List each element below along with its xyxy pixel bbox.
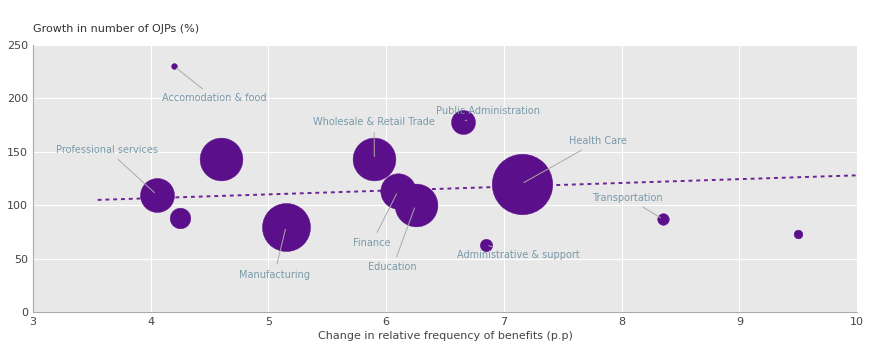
Point	[279, 224, 293, 229]
Point	[408, 203, 422, 208]
Point	[479, 242, 493, 247]
Text: Professional services: Professional services	[57, 145, 159, 193]
Text: Administrative & support: Administrative & support	[456, 246, 579, 260]
Point	[167, 64, 181, 69]
Text: Growth in number of OJPs (%): Growth in number of OJPs (%)	[33, 24, 199, 34]
Text: Wholesale & Retail Trade: Wholesale & Retail Trade	[314, 117, 435, 157]
Text: Transportation: Transportation	[592, 193, 663, 218]
Point	[150, 192, 164, 197]
Point	[173, 215, 187, 221]
Point	[368, 157, 381, 162]
X-axis label: Change in relative frequency of benefits (p.p): Change in relative frequency of benefits…	[318, 331, 572, 341]
Text: Education: Education	[368, 208, 417, 272]
Point	[391, 189, 405, 194]
Point	[656, 216, 670, 222]
Text: Finance: Finance	[353, 194, 396, 248]
Point	[456, 119, 469, 125]
Text: Health Care: Health Care	[524, 136, 626, 183]
Point	[791, 231, 805, 237]
Text: Manufacturing: Manufacturing	[239, 229, 310, 280]
Point	[214, 157, 228, 162]
Text: Accomodation & food: Accomodation & food	[162, 68, 267, 103]
Point	[515, 181, 529, 187]
Text: Public Administration: Public Administration	[436, 106, 539, 121]
